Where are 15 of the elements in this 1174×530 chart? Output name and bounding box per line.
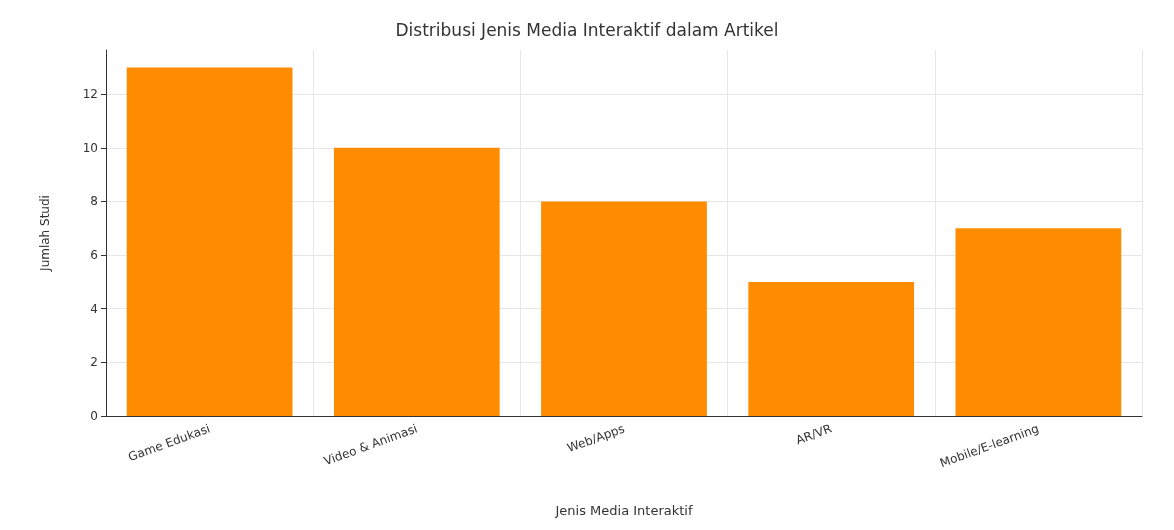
y-tick-label: 12 [82, 87, 98, 102]
y-tick-label: 4 [90, 301, 98, 316]
bar [748, 281, 915, 416]
y-tick-label: 0 [90, 409, 98, 423]
chart-title: Distribusi Jenis Media Interaktif dalam Artikel [395, 19, 779, 40]
y-tick-label: 10 [82, 140, 98, 155]
y-tick-label: 2 [90, 355, 98, 370]
y-tick-label: 8 [90, 194, 98, 209]
y-tick-label: 6 [90, 248, 98, 263]
bar [126, 67, 293, 416]
y-axis-title: Jumlah Studi [38, 195, 52, 272]
bar [541, 201, 707, 416]
bar [955, 228, 1122, 416]
bar [333, 147, 500, 416]
x-axis-title: Jenis Media Interaktif [554, 503, 693, 518]
